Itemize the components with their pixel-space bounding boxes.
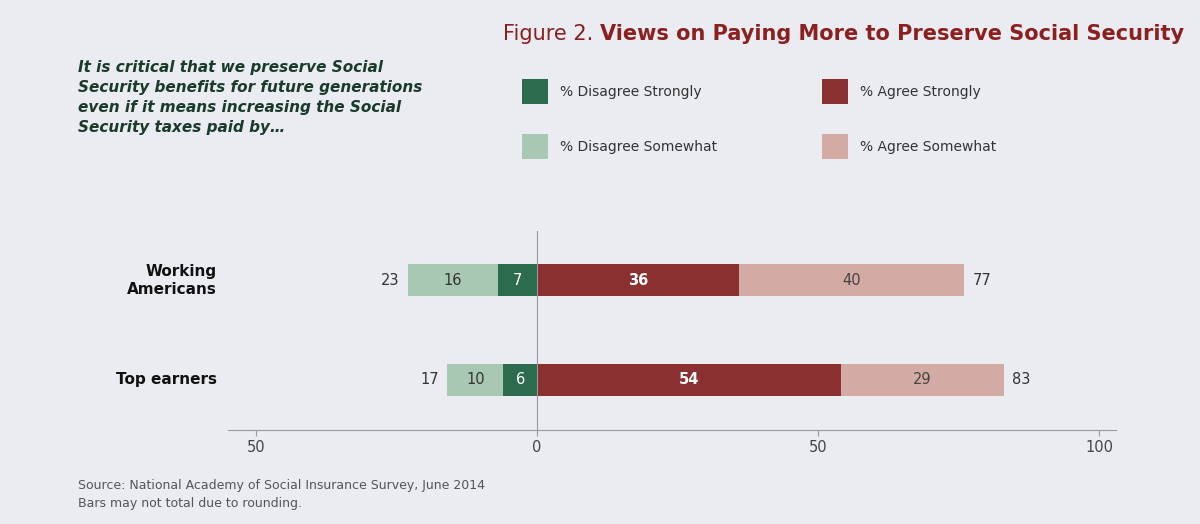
Text: 83: 83 [1012,373,1031,387]
Text: 77: 77 [973,273,991,288]
Text: % Agree Somewhat: % Agree Somewhat [860,140,997,154]
Bar [538,265,739,296]
Text: 40: 40 [842,273,862,288]
Text: It is critical that we preserve Social
Security benefits for future generations
: It is critical that we preserve Social S… [78,60,422,135]
Text: Top earners: Top earners [115,373,217,387]
Bar [448,364,503,396]
Text: Working
Americans: Working Americans [127,264,217,297]
Bar [538,364,841,396]
Bar [739,265,965,296]
Text: 10: 10 [466,373,485,387]
Text: 54: 54 [679,373,700,387]
Text: 16: 16 [444,273,462,288]
Text: Figure 2.: Figure 2. [503,24,600,43]
Text: 23: 23 [380,273,400,288]
Text: Source: National Academy of Social Insurance Survey, June 2014
Bars may not tota: Source: National Academy of Social Insur… [78,479,485,510]
Text: 7: 7 [512,273,522,288]
Bar [498,265,538,296]
Text: Views on Paying More to Preserve Social Security: Views on Paying More to Preserve Social … [600,24,1184,43]
Text: 36: 36 [628,273,648,288]
Text: % Disagree Somewhat: % Disagree Somewhat [560,140,718,154]
Bar [841,364,1003,396]
Text: % Disagree Strongly: % Disagree Strongly [560,85,702,99]
Text: % Agree Strongly: % Agree Strongly [860,85,982,99]
Bar [503,364,538,396]
Bar [408,265,498,296]
Text: 17: 17 [420,373,439,387]
Text: 6: 6 [516,373,524,387]
Text: 29: 29 [913,373,931,387]
